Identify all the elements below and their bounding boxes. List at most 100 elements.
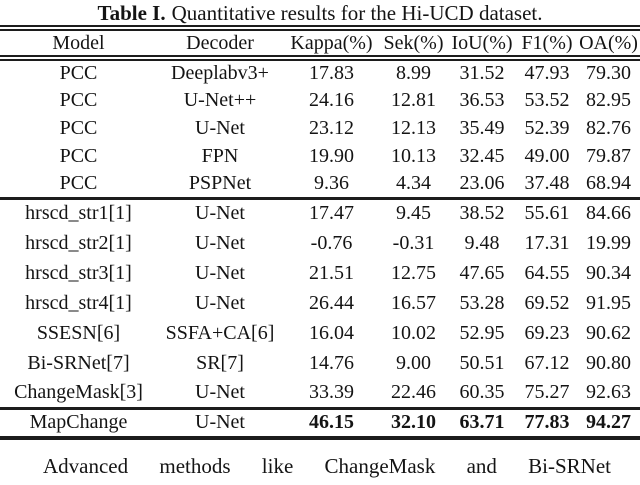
value-cell: 55.61 bbox=[524, 202, 570, 225]
value-cell: 23.12 bbox=[309, 116, 354, 139]
value-cell: 9.36 bbox=[314, 171, 349, 194]
value-cell: 9.45 bbox=[396, 202, 431, 225]
value-cell: 50.51 bbox=[459, 351, 505, 374]
value-cell: 19.99 bbox=[586, 231, 631, 254]
value-cell: 4.34 bbox=[396, 171, 431, 194]
column-header-oa: OA(%) bbox=[579, 31, 638, 54]
value-cell: 32.10 bbox=[391, 411, 436, 434]
value-cell: 17.31 bbox=[524, 231, 570, 254]
table-row: ChangeMask[3] U-Net 33.39 22.46 60.35 75.27 92… bbox=[0, 378, 640, 408]
column-header-decoder: Decoder bbox=[186, 31, 254, 54]
table-row: PCC U-Net 23.12 12.13 35.49 52.39 82.76 bbox=[0, 114, 640, 142]
value-cell: 53.28 bbox=[459, 291, 505, 314]
model-cell: PCC bbox=[59, 144, 98, 167]
table-caption-text: Quantitative results for the Hi-UCD data… bbox=[171, 1, 543, 25]
model-cell: SSESN[6] bbox=[36, 321, 121, 344]
value-cell: 16.57 bbox=[391, 291, 436, 314]
decoder-cell: SR[7] bbox=[196, 351, 244, 374]
value-cell: 53.52 bbox=[524, 88, 570, 111]
table-row: hrscd_str4[1] U-Net 26.44 16.57 53.28 69.52 91… bbox=[0, 288, 640, 318]
model-cell: PCC bbox=[59, 88, 98, 111]
table-caption-label: Table I. bbox=[97, 1, 166, 25]
value-cell: 52.95 bbox=[459, 321, 505, 344]
model-cell: ChangeMask[3] bbox=[14, 380, 143, 403]
body-paragraph: Advanced methods like ChangeMask and Bi-… bbox=[43, 454, 612, 478]
value-cell: 21.51 bbox=[309, 261, 354, 284]
value-cell: -0.76 bbox=[310, 231, 353, 254]
value-cell: 9.48 bbox=[464, 231, 500, 254]
value-cell: 12.75 bbox=[391, 261, 436, 284]
model-cell: hrscd_str2[1] bbox=[25, 231, 132, 254]
value-cell: 35.49 bbox=[459, 116, 505, 139]
value-cell: 33.39 bbox=[309, 380, 354, 403]
value-cell: 46.15 bbox=[309, 411, 354, 434]
table-row: PCC Deeplabv3+ 17.83 8.99 31.52 47.93 79.30 bbox=[0, 58, 640, 86]
value-cell: 90.80 bbox=[586, 351, 631, 374]
table-row: PCC U-Net++ 24.16 12.81 36.53 53.52 82.95 bbox=[0, 86, 640, 114]
value-cell: 10.02 bbox=[391, 321, 436, 344]
value-cell: 19.90 bbox=[309, 144, 354, 167]
value-cell: 12.13 bbox=[391, 116, 436, 139]
table-row: PCC FPN 19.90 10.13 32.45 49.00 79.87 bbox=[0, 142, 640, 170]
value-cell: 77.83 bbox=[524, 411, 570, 434]
value-cell: 14.76 bbox=[309, 351, 354, 374]
column-header-kappa: Kappa(%) bbox=[290, 31, 373, 54]
value-cell: 79.30 bbox=[586, 62, 631, 84]
value-cell: 12.81 bbox=[391, 88, 436, 111]
value-cell: -0.31 bbox=[392, 231, 435, 254]
value-cell: 47.93 bbox=[524, 62, 570, 84]
decoder-cell: FPN bbox=[201, 144, 239, 167]
table-row: SSESN[6] SSFA+CA[6] 16.04 10.02 52.95 69.23 90… bbox=[0, 318, 640, 348]
table-row: hrscd_str2[1] U-Net -0.76 -0.31 9.48 17.31 19.… bbox=[0, 228, 640, 258]
column-header-model: Model bbox=[52, 31, 105, 54]
value-cell: 9.00 bbox=[396, 351, 431, 374]
value-cell: 63.71 bbox=[459, 411, 505, 434]
model-cell: MapChange bbox=[29, 411, 128, 434]
value-cell: 82.76 bbox=[586, 116, 631, 139]
value-cell: 49.00 bbox=[524, 144, 570, 167]
value-cell: 69.52 bbox=[524, 291, 570, 314]
decoder-cell: U-Net bbox=[195, 231, 245, 254]
table-row: PCC PSPNet 9.36 4.34 23.06 37.48 68.94 bbox=[0, 170, 640, 198]
value-cell: 31.52 bbox=[459, 62, 505, 84]
model-cell: Bi-SRNet[7] bbox=[27, 351, 130, 374]
value-cell: 60.35 bbox=[459, 380, 505, 403]
table-row: hrscd_str3[1] U-Net 21.51 12.75 47.65 64.55 90… bbox=[0, 258, 640, 288]
decoder-cell: U-Net bbox=[195, 291, 245, 314]
results-table: Model Decoder Kappa(%) Sek(%) IoU(%) F1(%) OA(… bbox=[0, 25, 640, 440]
model-cell: PCC bbox=[59, 116, 98, 139]
value-cell: 10.13 bbox=[391, 144, 436, 167]
value-cell: 17.47 bbox=[309, 202, 354, 225]
value-cell: 92.63 bbox=[586, 380, 631, 403]
decoder-cell: Deeplabv3+ bbox=[171, 62, 269, 84]
decoder-cell: U-Net bbox=[195, 411, 245, 434]
value-cell: 17.83 bbox=[309, 62, 354, 84]
column-header-sek: Sek(%) bbox=[383, 31, 444, 54]
value-cell: 64.55 bbox=[524, 261, 570, 284]
value-cell: 75.27 bbox=[524, 380, 570, 403]
value-cell: 32.45 bbox=[459, 144, 505, 167]
decoder-cell: U-Net bbox=[195, 380, 245, 403]
table-header-row: Model Decoder Kappa(%) Sek(%) IoU(%) F1(%) OA(… bbox=[0, 28, 640, 58]
decoder-cell: U-Net++ bbox=[183, 88, 257, 111]
value-cell: 94.27 bbox=[586, 411, 631, 434]
value-cell: 26.44 bbox=[309, 291, 354, 314]
table-caption: Table I. Quantitative results for the Hi-… bbox=[0, 0, 640, 24]
value-cell: 84.66 bbox=[586, 202, 631, 225]
column-header-f1: F1(%) bbox=[521, 31, 573, 54]
model-cell: PCC bbox=[59, 171, 98, 194]
value-cell: 47.65 bbox=[459, 261, 505, 284]
decoder-cell: U-Net bbox=[195, 261, 245, 284]
model-cell: hrscd_str4[1] bbox=[25, 291, 132, 314]
decoder-cell: PSPNet bbox=[188, 171, 252, 194]
decoder-cell: U-Net bbox=[195, 202, 245, 225]
value-cell: 67.12 bbox=[524, 351, 570, 374]
table-row: hrscd_str1[1] U-Net 17.47 9.45 38.52 55.61 84.… bbox=[0, 198, 640, 228]
value-cell: 16.04 bbox=[309, 321, 354, 344]
model-cell: hrscd_str1[1] bbox=[25, 202, 132, 225]
value-cell: 23.06 bbox=[459, 171, 505, 194]
value-cell: 38.52 bbox=[459, 202, 505, 225]
value-cell: 90.62 bbox=[586, 321, 631, 344]
table-row: MapChange U-Net 46.15 32.10 63.71 77.83 94.27 bbox=[0, 408, 640, 438]
